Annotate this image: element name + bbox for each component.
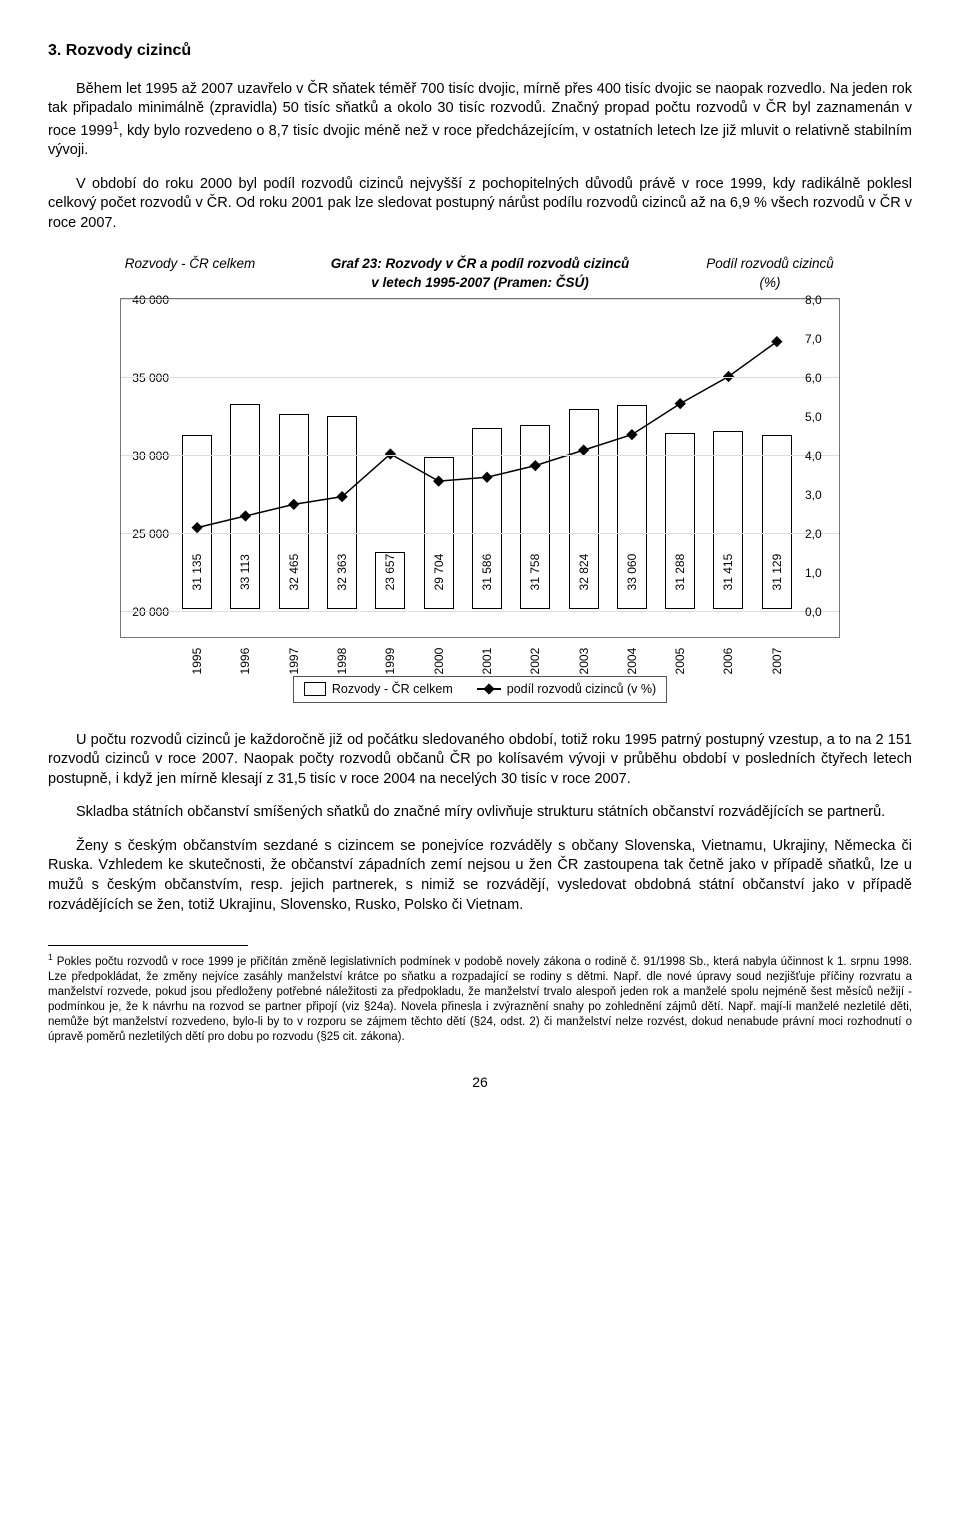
paragraph-5: Ženy s českým občanstvím sezdané s cizin…	[48, 837, 912, 915]
y-right-tick: 3,0	[805, 487, 822, 503]
y-right-tick: 6,0	[805, 370, 822, 386]
legend-item-line: podíl rozvodů cizinců (v %)	[477, 681, 656, 698]
chart-title-line2: v letech 1995-2007 (Pramen: ČSÚ)	[371, 275, 589, 290]
x-tick-label: 2006	[720, 646, 736, 676]
page-number: 26	[48, 1073, 912, 1092]
y-left-tick: 20 000	[132, 604, 169, 620]
legend-swatch-bar	[304, 682, 326, 696]
y-right-axis-label: Podíl rozvodů cizinců (%)	[700, 255, 840, 291]
section-heading: 3. Rozvody cizinců	[48, 40, 912, 62]
y-right-tick: 8,0	[805, 292, 822, 308]
x-tick-label: 1996	[237, 646, 253, 676]
chart-legend: Rozvody - ČR celkem podíl rozvodů cizinc…	[293, 676, 667, 703]
x-tick-label: 2002	[527, 646, 543, 676]
x-tick-label: 1999	[382, 646, 398, 676]
chart-container: Rozvody - ČR celkem Graf 23: Rozvody v Č…	[120, 255, 840, 702]
x-tick-label: 2005	[672, 646, 688, 676]
y-left-tick: 25 000	[132, 526, 169, 542]
y-right-tick: 1,0	[805, 565, 822, 581]
y-right-tick: 5,0	[805, 409, 822, 425]
y-right-tick: 4,0	[805, 448, 822, 464]
x-tick-label: 1997	[286, 646, 302, 676]
y-right-tick: 0,0	[805, 604, 822, 620]
y-right-tick: 2,0	[805, 526, 822, 542]
x-tick-label: 2004	[624, 646, 640, 676]
footnote-text: 1 Pokles počtu rozvodů v roce 1999 je př…	[48, 952, 912, 1044]
paragraph-2: V období do roku 2000 byl podíl rozvodů …	[48, 175, 912, 234]
legend-label-bars: Rozvody - ČR celkem	[332, 681, 453, 698]
chart-title-line1: Graf 23: Rozvody v ČR a podíl rozvodů ci…	[331, 256, 630, 271]
paragraph-1: Během let 1995 až 2007 uzavřelo v ČR sňa…	[48, 80, 912, 161]
paragraph-4: Skladba státních občanství smíšených sňa…	[48, 803, 912, 823]
x-tick-label: 2000	[431, 646, 447, 676]
x-tick-label: 2001	[479, 646, 495, 676]
chart-plot: 31 13533 11332 46532 36323 65729 70431 5…	[120, 298, 840, 638]
y-left-axis-label: Rozvody - ČR celkem	[120, 255, 260, 291]
para1b-text: , kdy bylo rozvedeno o 8,7 tisíc dvojic …	[48, 123, 912, 159]
x-tick-label: 1998	[334, 646, 350, 676]
x-tick-label: 2007	[769, 646, 785, 676]
paragraph-3: U počtu rozvodů cizinců je každoročně ji…	[48, 731, 912, 790]
x-tick-label: 1995	[189, 646, 205, 676]
y-left-tick: 40 000	[132, 292, 169, 308]
x-tick-label: 2003	[575, 646, 591, 676]
legend-label-line: podíl rozvodů cizinců (v %)	[507, 681, 656, 698]
chart-title: Graf 23: Rozvody v ČR a podíl rozvodů ci…	[260, 255, 700, 291]
footnote-body: Pokles počtu rozvodů v roce 1999 je přič…	[48, 956, 912, 1043]
footnote-separator	[48, 945, 248, 946]
y-left-tick: 30 000	[132, 448, 169, 464]
y-right-tick: 7,0	[805, 331, 822, 347]
footnote-num: 1	[48, 952, 53, 962]
legend-item-bars: Rozvody - ČR celkem	[304, 681, 453, 698]
y-left-tick: 35 000	[132, 370, 169, 386]
legend-swatch-line	[477, 688, 501, 690]
